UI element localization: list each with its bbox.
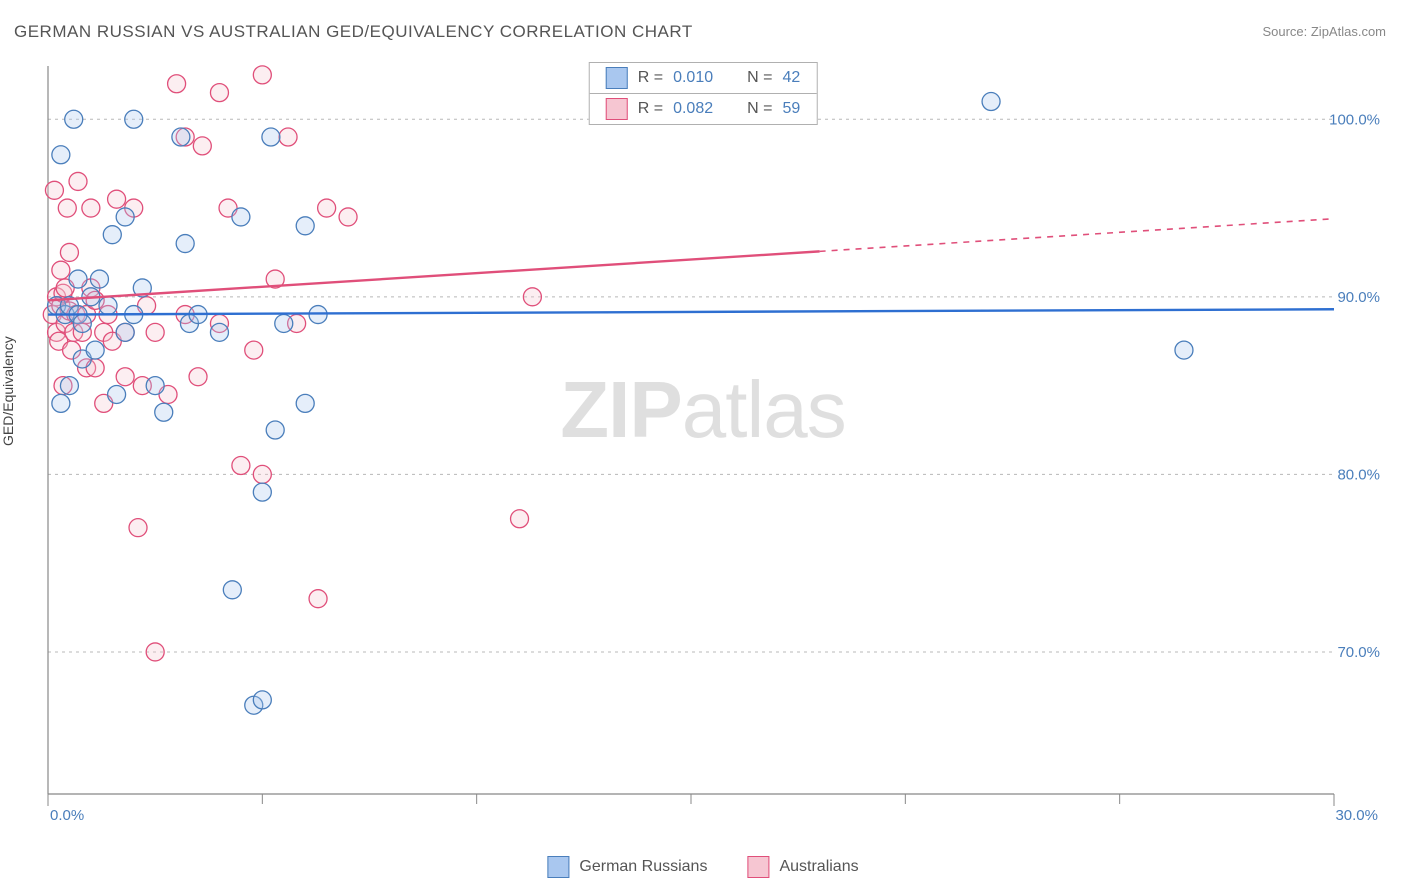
stat-n-label: N =	[747, 69, 772, 87]
svg-text:0.0%: 0.0%	[50, 807, 84, 824]
svg-text:80.0%: 80.0%	[1337, 466, 1380, 483]
stat-n-value: 59	[782, 100, 800, 118]
svg-text:100.0%: 100.0%	[1329, 111, 1380, 128]
stats-row: R = 0.082 N = 59	[590, 93, 817, 124]
legend-item: Australians	[747, 856, 858, 878]
chart-svg: 70.0%80.0%90.0%100.0%0.0%30.0%	[44, 58, 1384, 818]
legend-item: German Russians	[547, 856, 707, 878]
legend-swatch	[606, 67, 628, 89]
svg-text:30.0%: 30.0%	[1335, 807, 1378, 824]
legend-swatch	[547, 856, 569, 878]
stat-r-value: 0.010	[673, 69, 713, 87]
series-legend: German Russians Australians	[547, 856, 858, 878]
stats-legend: R = 0.010 N = 42 R = 0.082 N = 59	[589, 62, 818, 125]
stat-r-value: 0.082	[673, 100, 713, 118]
source-label: Source: ZipAtlas.com	[1262, 24, 1386, 39]
legend-label: German Russians	[579, 858, 707, 876]
y-axis-label: GED/Equivalency	[0, 336, 16, 446]
legend-swatch	[747, 856, 769, 878]
stats-row: R = 0.010 N = 42	[590, 63, 817, 93]
svg-text:70.0%: 70.0%	[1337, 644, 1380, 661]
stat-n-value: 42	[782, 69, 800, 87]
legend-label: Australians	[779, 858, 858, 876]
stat-r-label: R =	[638, 100, 663, 118]
legend-swatch	[606, 98, 628, 120]
stat-n-label: N =	[747, 100, 772, 118]
chart-title: GERMAN RUSSIAN VS AUSTRALIAN GED/EQUIVAL…	[14, 22, 693, 42]
stat-r-label: R =	[638, 69, 663, 87]
plot-area: 70.0%80.0%90.0%100.0%0.0%30.0%	[44, 58, 1384, 818]
svg-text:90.0%: 90.0%	[1337, 289, 1380, 306]
